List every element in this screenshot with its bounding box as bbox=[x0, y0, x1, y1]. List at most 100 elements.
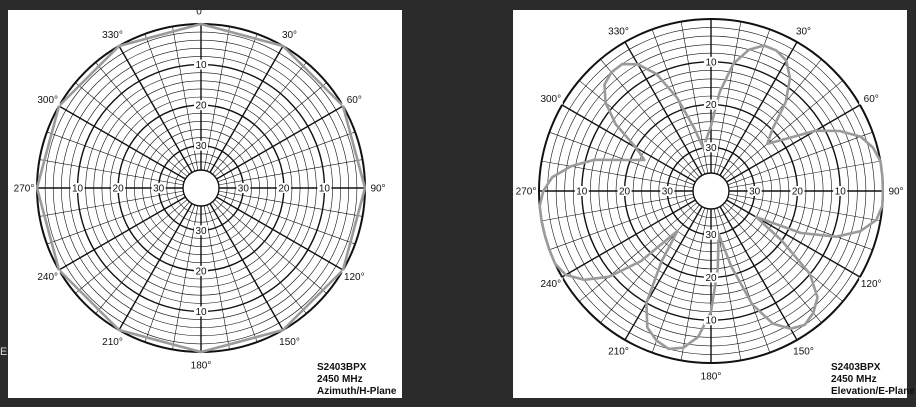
angle-label: 30° bbox=[282, 30, 297, 41]
radial-label-bg bbox=[704, 315, 718, 326]
angle-label-bg bbox=[100, 335, 125, 348]
radial-label-bg bbox=[660, 186, 675, 196]
angle-label: 270° bbox=[14, 184, 35, 195]
grid-spoke bbox=[46, 193, 185, 245]
grid-spoke bbox=[541, 160, 694, 189]
radial-label: 10 bbox=[72, 184, 84, 195]
radial-label-bg bbox=[194, 265, 208, 276]
radial-label-bg bbox=[704, 272, 718, 283]
angle-label: 180° bbox=[701, 372, 722, 383]
azimuth-panel: 10 20 30 10 20 30 10 20 30 10 20 30 0° 30° 60° 90° 120° 1… bbox=[8, 5, 402, 398]
angle-label: 210° bbox=[102, 337, 123, 348]
grid-spoke bbox=[217, 131, 356, 183]
grid-spoke bbox=[144, 33, 196, 172]
grid-spoke bbox=[75, 82, 188, 177]
center-ring bbox=[182, 169, 220, 207]
angle-label: 240° bbox=[37, 272, 58, 283]
grid-spoke bbox=[75, 199, 188, 294]
grid-spoke bbox=[214, 82, 327, 177]
grid-spoke bbox=[727, 196, 873, 251]
pattern-trace bbox=[538, 44, 885, 351]
grid-spoke bbox=[203, 205, 230, 350]
grid-spoke bbox=[716, 207, 771, 353]
radial-label: 10 bbox=[319, 184, 331, 195]
angle-label-bg bbox=[538, 92, 563, 105]
angle-label-bg bbox=[342, 270, 367, 283]
elevation-caption: S2403BPX 2450 MHz Elevation/E-Plane bbox=[831, 362, 915, 398]
grid-spoke bbox=[561, 199, 696, 278]
grid-spoke bbox=[118, 203, 193, 331]
polar-grid bbox=[36, 23, 366, 353]
radial-label-bg bbox=[704, 229, 718, 240]
grid-spoke bbox=[95, 201, 190, 314]
radial-label-bg bbox=[194, 100, 208, 111]
angle-label: 150° bbox=[793, 347, 814, 358]
radial-label: 30 bbox=[195, 226, 207, 237]
elevation-polar-chart: 1020301020301020301020300°30°60°90°120°1… bbox=[514, 0, 908, 383]
grid-spoke bbox=[724, 202, 843, 302]
grid-spoke bbox=[172, 205, 199, 350]
radial-label-bg bbox=[151, 183, 166, 193]
model-label: S2403BPX bbox=[317, 362, 367, 373]
angle-label: 300° bbox=[37, 95, 58, 106]
grid-spoke bbox=[727, 131, 873, 186]
grid-spoke bbox=[172, 26, 199, 171]
grid-spoke bbox=[624, 41, 703, 176]
angle-label-bg bbox=[859, 277, 884, 290]
grid-spoke bbox=[217, 193, 356, 245]
angle-label-bg bbox=[100, 28, 125, 41]
angle-label: 90° bbox=[888, 187, 903, 198]
grid-spoke bbox=[58, 196, 186, 271]
angle-label: 150° bbox=[279, 337, 300, 348]
grid-spoke bbox=[46, 131, 185, 183]
grid-spoke bbox=[541, 193, 694, 222]
grid-spoke bbox=[39, 190, 184, 217]
radial-label: 20 bbox=[195, 101, 207, 112]
angle-label: 210° bbox=[608, 347, 629, 358]
angle-label: 330° bbox=[102, 30, 123, 41]
angle-label-bg bbox=[189, 359, 213, 371]
radial-label-bg bbox=[111, 183, 126, 193]
radial-label: 10 bbox=[576, 187, 588, 198]
angle-label: 0° bbox=[196, 10, 206, 18]
grid-spoke bbox=[95, 62, 190, 175]
frequency-label: 2450 MHz bbox=[831, 374, 877, 385]
radial-label: 10 bbox=[195, 307, 207, 318]
radial-label-bg bbox=[194, 140, 208, 151]
center-ring bbox=[692, 172, 730, 210]
grid-spoke bbox=[579, 202, 698, 302]
angle-label: 30° bbox=[796, 26, 811, 37]
plane-label: Elevation/E-Plane bbox=[831, 386, 915, 397]
radial-label: 20 bbox=[792, 187, 804, 198]
radial-label: 10 bbox=[705, 57, 717, 68]
radial-label: 30 bbox=[153, 184, 165, 195]
grid-spoke bbox=[680, 208, 709, 361]
radial-label: 20 bbox=[278, 184, 290, 195]
radial-label-bg bbox=[704, 99, 718, 110]
angle-label: 300° bbox=[540, 94, 561, 105]
radial-label: 10 bbox=[835, 187, 847, 198]
radial-label: 30 bbox=[705, 230, 717, 241]
angle-label-bg bbox=[699, 370, 723, 382]
grid-spoke bbox=[651, 207, 706, 353]
grid-spoke bbox=[218, 190, 363, 217]
radial-label-bg bbox=[833, 186, 848, 196]
elevation-panel: 1020301020301020301020300°30°60°90°120°1… bbox=[513, 0, 915, 398]
angle-label: 120° bbox=[861, 279, 882, 290]
radial-label-bg bbox=[194, 306, 208, 317]
grid-spoke bbox=[716, 29, 771, 175]
radial-label-bg bbox=[70, 183, 85, 193]
angle-label-bg bbox=[12, 182, 36, 194]
radial-label: 10 bbox=[705, 316, 717, 327]
grid-spoke bbox=[726, 104, 861, 183]
radial-label: 20 bbox=[619, 187, 631, 198]
grid-spoke bbox=[724, 80, 843, 180]
angle-label-bg bbox=[342, 93, 367, 106]
grid-spoke bbox=[209, 45, 284, 173]
angle-label: 270° bbox=[516, 187, 537, 198]
angle-label-bg bbox=[277, 335, 302, 348]
grid-spoke bbox=[144, 204, 196, 343]
grid-spoke bbox=[719, 41, 798, 176]
angle-label-bg bbox=[859, 92, 884, 105]
